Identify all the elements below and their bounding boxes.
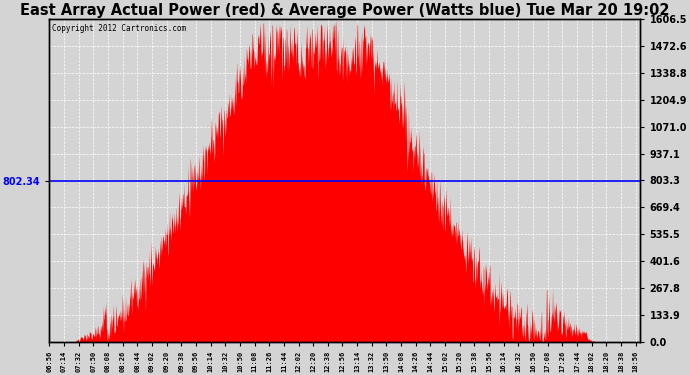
- Title: East Array Actual Power (red) & Average Power (Watts blue) Tue Mar 20 19:02: East Array Actual Power (red) & Average …: [20, 3, 670, 18]
- Text: Copyright 2012 Cartronics.com: Copyright 2012 Cartronics.com: [52, 24, 186, 33]
